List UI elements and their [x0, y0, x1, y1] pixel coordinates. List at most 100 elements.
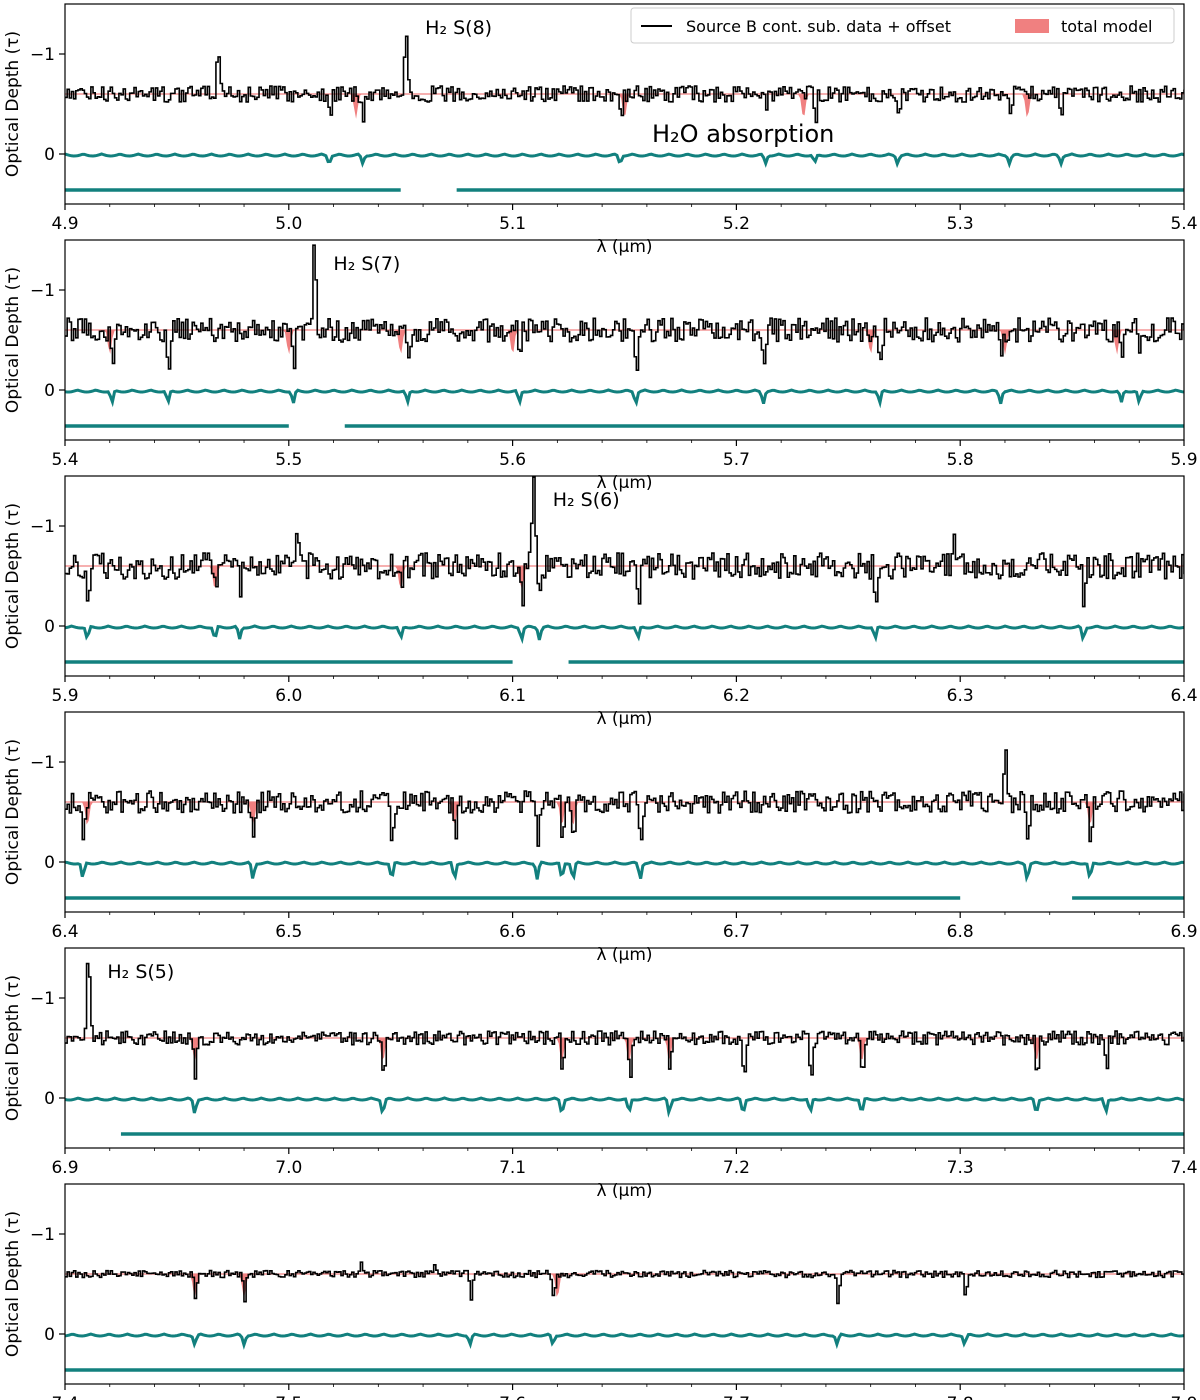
x-tick-label: 5.0 — [275, 214, 302, 234]
x-tick-label: 7.3 — [947, 1158, 974, 1178]
x-tick-label: 5.2 — [723, 214, 750, 234]
plot-area — [65, 35, 1184, 192]
y-tick-label: 0 — [44, 1089, 55, 1109]
x-tick-label: 7.9 — [1170, 1394, 1197, 1400]
x-tick-label: 6.4 — [51, 922, 78, 942]
x-tick-label: 6.9 — [1170, 922, 1197, 942]
h2o-absorption-line — [65, 1096, 1184, 1118]
axes-frame — [64, 475, 1185, 677]
panel-1: 4.9 5.0 5.1 5.2 5.3 5.4 −1 0 λ (μm) Optical Depth… — [3, 3, 1198, 257]
data-spectrum-line — [65, 749, 1184, 847]
x-tick-label: 7.8 — [947, 1394, 974, 1400]
x-tick-label: 5.8 — [947, 450, 974, 470]
y-tick-label: −1 — [30, 989, 55, 1009]
axes-frame — [64, 3, 1185, 205]
x-tick-label: 7.7 — [723, 1394, 750, 1400]
x-tick-label: 6.0 — [275, 686, 302, 706]
legend-box — [630, 7, 1175, 44]
data-spectrum-line — [65, 35, 1184, 124]
x-tick-label: 7.4 — [51, 1394, 78, 1400]
axes-frame — [64, 1183, 1185, 1385]
data-spectrum-line — [65, 476, 1184, 608]
h2o-absorption-line — [65, 1332, 1184, 1350]
x-tick-label: 7.2 — [723, 1158, 750, 1178]
x-tick-label: 5.5 — [275, 450, 302, 470]
x-tick-label: 7.6 — [499, 1394, 526, 1400]
legend-model-swatch — [1015, 19, 1049, 33]
x-tick-label: 6.7 — [723, 922, 750, 942]
x-axis-label: λ (μm) — [596, 709, 652, 729]
panel-2: 5.4 5.5 5.6 5.7 5.8 5.9 −1 0 λ (μm) Optical Depth… — [3, 239, 1198, 493]
panel-4: 6.4 6.5 6.6 6.7 6.8 6.9 −1 0 λ (μm) Optical Depth… — [3, 711, 1198, 965]
y-tick-label: −1 — [30, 45, 55, 65]
y-axis-label: Optical Depth (τ) — [3, 31, 23, 177]
x-tick-label: 7.1 — [499, 1158, 526, 1178]
x-tick-label: 6.4 — [1170, 686, 1197, 706]
h2o-absorption-line — [65, 388, 1184, 409]
x-tick-label: 5.9 — [51, 686, 78, 706]
y-axis-label: Optical Depth (τ) — [3, 503, 23, 649]
y-tick-label: 0 — [44, 853, 55, 873]
h2-line-annotation: H₂ S(6) — [553, 489, 620, 511]
total-model-fill — [65, 330, 1184, 355]
x-tick-label: 5.4 — [51, 450, 78, 470]
panels-group: 4.9 5.0 5.1 5.2 5.3 5.4 −1 0 λ (μm) Optical Depth… — [3, 3, 1198, 1400]
plot-area — [65, 1261, 1184, 1372]
x-tick-label: 6.1 — [499, 686, 526, 706]
panel-5: 6.9 7.0 7.1 7.2 7.3 7.4 −1 0 λ (μm) Optical Depth… — [3, 947, 1198, 1201]
y-axis-label: Optical Depth (τ) — [3, 267, 23, 413]
h2o-absorption-line — [65, 624, 1184, 645]
y-axis-label: Optical Depth (τ) — [3, 739, 23, 885]
x-tick-label: 6.5 — [275, 922, 302, 942]
plot-area — [65, 476, 1184, 664]
axes-frame — [64, 239, 1185, 441]
x-tick-label: 5.6 — [499, 450, 526, 470]
data-spectrum-line — [65, 962, 1184, 1080]
legend-model-label: total model — [1061, 17, 1153, 36]
plot-area — [65, 749, 1184, 900]
y-tick-label: −1 — [30, 517, 55, 537]
y-tick-label: 0 — [44, 617, 55, 637]
y-tick-label: 0 — [44, 1325, 55, 1345]
total-model-fill — [65, 566, 1184, 590]
x-tick-label: 6.8 — [947, 922, 974, 942]
x-tick-label: 4.9 — [51, 214, 78, 234]
h2o-absorption-line — [65, 860, 1184, 883]
y-axis-label: Optical Depth (τ) — [3, 975, 23, 1121]
y-tick-label: −1 — [30, 1225, 55, 1245]
x-axis-label: λ (μm) — [596, 1181, 652, 1201]
x-tick-label: 5.4 — [1170, 214, 1197, 234]
x-tick-label: 5.1 — [499, 214, 526, 234]
x-tick-label: 6.3 — [947, 686, 974, 706]
h2o-absorption-label: H₂O absorption — [652, 120, 834, 148]
x-tick-label: 5.9 — [1170, 450, 1197, 470]
x-tick-label: 6.2 — [723, 686, 750, 706]
h2o-absorption-line — [65, 152, 1184, 169]
plot-area — [65, 962, 1184, 1136]
axes-frame — [64, 947, 1185, 1149]
x-axis-label: λ (μm) — [596, 237, 652, 257]
y-tick-label: 0 — [44, 381, 55, 401]
legend-data-label: Source B cont. sub. data + offset — [686, 17, 951, 36]
x-tick-label: 7.5 — [275, 1394, 302, 1400]
x-tick-label: 5.3 — [947, 214, 974, 234]
total-model-fill — [65, 1274, 1184, 1299]
h2-line-annotation: H₂ S(8) — [425, 17, 492, 39]
y-tick-label: −1 — [30, 753, 55, 773]
x-axis-label: λ (μm) — [596, 945, 652, 965]
y-tick-label: −1 — [30, 281, 55, 301]
h2-line-annotation: H₂ S(7) — [333, 253, 400, 275]
plot-area — [65, 244, 1184, 428]
panel-3: 5.9 6.0 6.1 6.2 6.3 6.4 −1 0 λ (μm) Optical Depth… — [3, 475, 1198, 729]
legend: Source B cont. sub. data + offset total … — [630, 7, 1175, 44]
data-spectrum-line — [65, 244, 1184, 371]
y-tick-label: 0 — [44, 145, 55, 165]
h2-line-annotation: H₂ S(5) — [107, 961, 174, 983]
panel-6: 7.4 7.5 7.6 7.7 7.8 7.9 −1 0 λ (μm) Optical Depth… — [3, 1183, 1198, 1400]
x-axis-label: λ (μm) — [596, 473, 652, 493]
x-tick-label: 5.7 — [723, 450, 750, 470]
x-tick-label: 7.0 — [275, 1158, 302, 1178]
x-tick-label: 6.6 — [499, 922, 526, 942]
data-spectrum-line — [65, 1261, 1184, 1305]
